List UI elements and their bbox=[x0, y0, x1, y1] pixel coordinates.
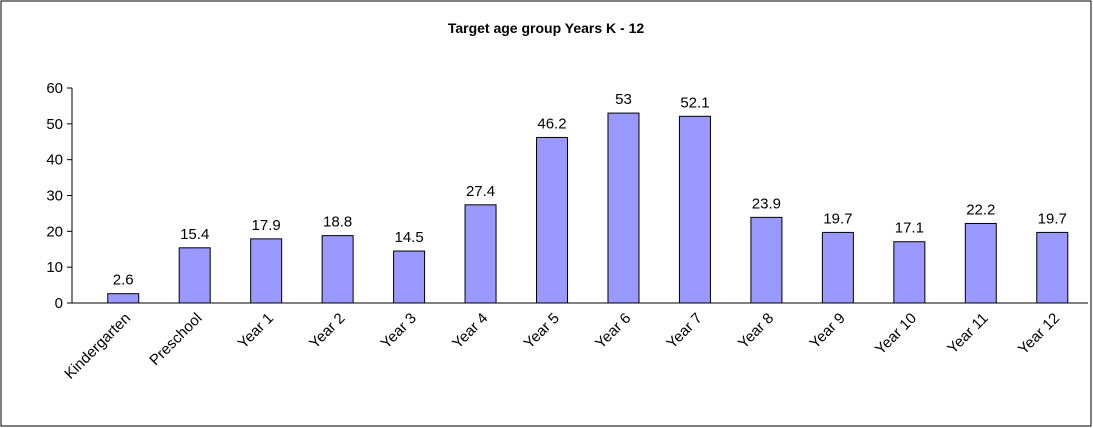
bar bbox=[250, 238, 283, 304]
bar bbox=[107, 293, 140, 304]
bar bbox=[821, 231, 854, 304]
bar bbox=[178, 247, 211, 304]
data-label: 46.2 bbox=[537, 115, 566, 132]
data-label: 14.5 bbox=[394, 229, 423, 246]
bar bbox=[1036, 231, 1069, 304]
bar bbox=[393, 250, 426, 304]
data-label: 17.9 bbox=[252, 217, 281, 234]
y-tick-label: 40 bbox=[46, 152, 63, 169]
bar bbox=[464, 204, 497, 304]
chart-title: Target age group Years K - 12 bbox=[448, 20, 645, 36]
y-tick-label: 30 bbox=[46, 188, 63, 205]
data-label: 2.6 bbox=[113, 272, 134, 289]
bar bbox=[750, 216, 783, 304]
data-label: 15.4 bbox=[180, 226, 209, 243]
bar bbox=[321, 235, 354, 304]
data-label: 19.7 bbox=[823, 210, 852, 227]
bar bbox=[678, 115, 711, 304]
data-label: 27.4 bbox=[466, 183, 495, 200]
y-tick-label: 20 bbox=[46, 223, 63, 240]
bar bbox=[536, 136, 569, 304]
data-label: 22.2 bbox=[966, 201, 995, 218]
y-tick-label: 0 bbox=[55, 295, 63, 312]
data-label: 53 bbox=[615, 91, 632, 108]
data-label: 18.8 bbox=[323, 214, 352, 231]
bar bbox=[964, 222, 997, 304]
bar bbox=[893, 241, 926, 304]
data-label: 17.1 bbox=[895, 220, 924, 237]
y-tick-label: 60 bbox=[46, 80, 63, 97]
y-tick-label: 10 bbox=[46, 259, 63, 276]
data-label: 23.9 bbox=[752, 195, 781, 212]
data-label: 52.1 bbox=[680, 94, 709, 111]
data-label: 19.7 bbox=[1038, 210, 1067, 227]
bar bbox=[607, 112, 640, 304]
y-tick-label: 50 bbox=[46, 116, 63, 133]
